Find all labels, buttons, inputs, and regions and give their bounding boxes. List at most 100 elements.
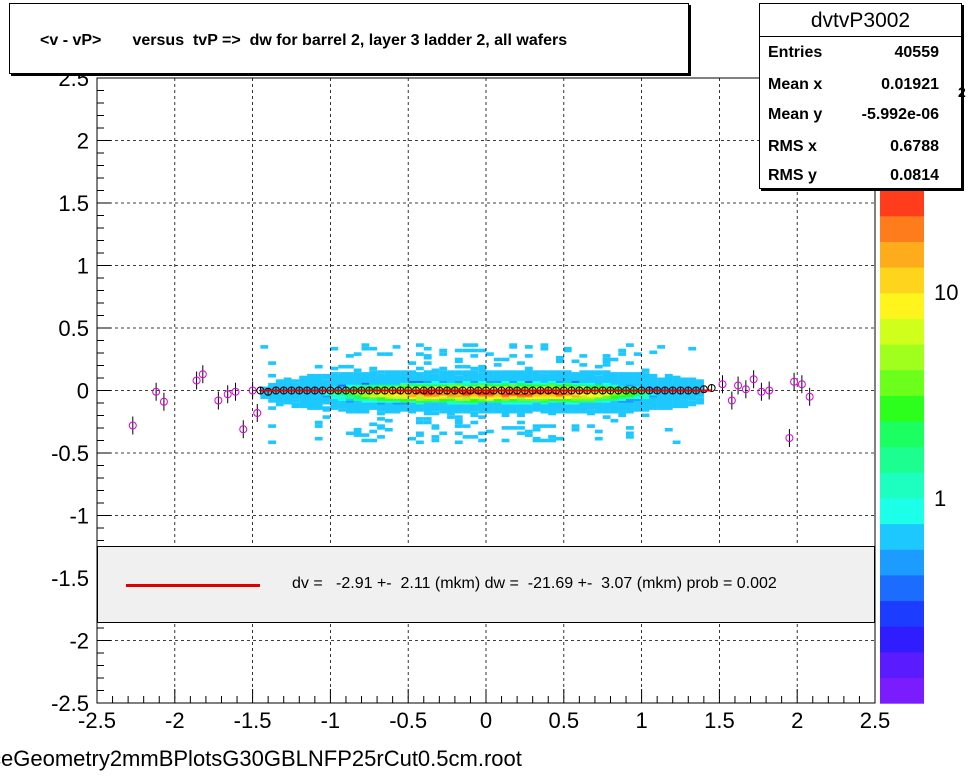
color-scale-bin <box>880 318 924 345</box>
heatmap-cell <box>454 357 463 362</box>
heatmap-cell <box>657 390 665 394</box>
heatmap-cell <box>431 424 440 428</box>
stats-row: RMS x 0.6788 <box>768 138 939 156</box>
heatmap-cell <box>408 408 416 412</box>
heatmap-cell <box>540 408 549 412</box>
heatmap-cell <box>275 381 284 385</box>
heatmap-cell <box>322 379 331 383</box>
heatmap-cell <box>439 366 448 371</box>
profile-point <box>749 375 758 384</box>
heatmap-cell <box>470 399 479 403</box>
y-tick-label: 0 <box>77 379 89 404</box>
heatmap-cell <box>454 375 463 380</box>
heatmap-cell <box>633 408 642 412</box>
heatmap-cell <box>594 429 603 434</box>
profile-point <box>785 434 794 442</box>
heatmap-cell <box>579 372 588 376</box>
heatmap-cell <box>610 372 619 376</box>
heatmap-cell <box>540 343 549 347</box>
chart-title: <v - vP> versus tvP => dw for barrel 2, … <box>40 32 568 49</box>
heatmap-cell <box>408 390 416 394</box>
heatmap-cell <box>361 408 370 412</box>
heatmap-cell <box>626 372 634 376</box>
heatmap-cell <box>361 399 370 403</box>
heatmap-cell <box>307 390 315 394</box>
y-tick-label: 2 <box>77 129 89 154</box>
heatmap-cell <box>657 377 665 382</box>
heatmap-cell <box>322 406 331 410</box>
color-scale-bin <box>880 420 924 448</box>
heatmap-cell <box>299 375 308 380</box>
heatmap-cell <box>641 368 650 373</box>
heatmap-cell <box>408 381 416 385</box>
heatmap-cell <box>478 408 486 412</box>
heatmap-cell <box>641 413 650 418</box>
heatmap-cell <box>548 399 556 403</box>
heatmap-cell <box>501 390 510 394</box>
heatmap-cell <box>431 373 440 378</box>
heatmap-cell <box>478 438 486 443</box>
heatmap-cell <box>509 390 518 394</box>
heatmap-cell <box>314 390 323 394</box>
heatmap-cell <box>470 366 479 371</box>
heatmap-cell <box>338 399 346 403</box>
stats-row: Mean y -5.992e-06 <box>768 106 939 124</box>
heatmap-cell <box>353 381 362 385</box>
profile-point <box>699 385 708 394</box>
heatmap-cell <box>330 390 339 394</box>
heatmap-cell <box>338 408 346 412</box>
heatmap-cell <box>602 408 611 412</box>
heatmap-cell <box>314 420 323 425</box>
heatmap-cell <box>563 408 572 412</box>
heatmap-cell <box>664 373 673 378</box>
heatmap-cell <box>633 399 642 403</box>
heatmap-cell <box>268 406 276 410</box>
heatmap-cell <box>532 381 541 385</box>
heatmap-cell <box>369 422 378 427</box>
heatmap-cell <box>369 372 378 376</box>
y-tick-label: 0.5 <box>58 316 89 341</box>
heatmap-cell <box>330 381 339 385</box>
heatmap-cell <box>563 381 572 385</box>
stats-label: Mean y <box>768 106 823 123</box>
heatmap-cell <box>579 354 588 358</box>
heatmap-cell <box>377 399 385 403</box>
heatmap-cell <box>587 372 595 376</box>
heatmap-cell <box>377 352 385 356</box>
heatmap-cell <box>602 354 611 358</box>
color-scale-bin <box>880 190 924 217</box>
heatmap-cell <box>439 348 448 353</box>
stats-value: 0.01921 <box>881 76 939 93</box>
heatmap-cell <box>423 381 432 385</box>
heatmap-cell <box>346 354 354 358</box>
heatmap-cell <box>618 352 627 356</box>
heatmap-cell <box>353 408 362 412</box>
heatmap-cell <box>594 372 603 376</box>
profile-point <box>159 397 168 406</box>
heatmap-cell <box>626 381 634 385</box>
heatmap-cell <box>540 399 549 403</box>
color-scale-bin <box>880 626 924 653</box>
heatmap-cell <box>672 390 681 394</box>
heatmap-cell <box>384 372 393 376</box>
heatmap-cell <box>493 363 502 367</box>
profile-point <box>790 377 799 386</box>
heatmap-cell <box>509 381 518 385</box>
heatmap-cell <box>579 381 588 385</box>
heatmap-cell <box>664 399 673 403</box>
heatmap-cell <box>369 438 378 443</box>
heatmap-cell <box>353 368 362 373</box>
heatmap-cell <box>532 372 541 376</box>
heatmap-cell <box>509 399 518 403</box>
heatmap-cell <box>517 361 525 365</box>
color-scale-bin <box>880 343 924 371</box>
profile-point <box>192 376 201 385</box>
heatmap-cell <box>447 408 455 412</box>
heatmap-cell <box>314 424 323 428</box>
heatmap-cell <box>462 399 471 403</box>
heatmap-cell <box>524 381 533 385</box>
heatmap-cell <box>346 431 354 436</box>
heatmap-cell <box>384 352 393 356</box>
heatmap-cell <box>641 372 650 376</box>
heatmap-cell <box>524 354 533 358</box>
